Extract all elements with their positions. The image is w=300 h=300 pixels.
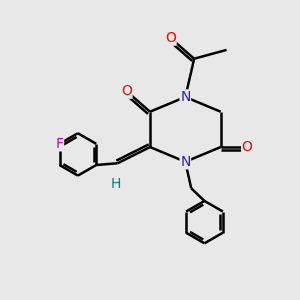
Text: H: H <box>111 177 121 191</box>
Text: N: N <box>180 90 190 104</box>
Text: F: F <box>56 137 64 151</box>
Text: O: O <box>121 84 132 98</box>
Text: O: O <box>242 140 253 154</box>
Text: O: O <box>165 31 176 45</box>
Text: N: N <box>180 155 190 169</box>
